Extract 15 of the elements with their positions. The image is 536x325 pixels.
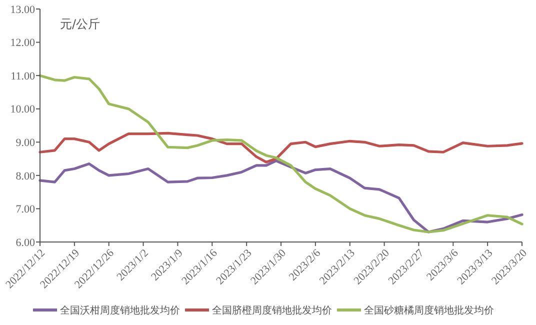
y-tick-label: 13.00 [10, 4, 36, 16]
y-axis-title: 元/公斤 [60, 17, 100, 31]
y-tick-label: 10.00 [10, 104, 36, 116]
legend-label: 全国脐橙周度销地批发均价 [212, 304, 332, 316]
line-series [38, 74, 524, 234]
y-tick-label: 8.00 [16, 170, 36, 182]
legend-label: 全国沃柑周度销地批发均价 [60, 304, 180, 316]
y-tick-label: 11.00 [10, 70, 36, 82]
line-series [38, 159, 524, 234]
y-tick-label: 12.00 [10, 37, 36, 50]
y-tick-label: 9.00 [16, 136, 36, 149]
y-tick-label: 6.00 [16, 236, 36, 249]
line-series [38, 132, 524, 164]
legend-label: 全国砂糖橘周度销地批发均价 [364, 304, 494, 316]
y-tick-label: 7.00 [16, 204, 36, 216]
